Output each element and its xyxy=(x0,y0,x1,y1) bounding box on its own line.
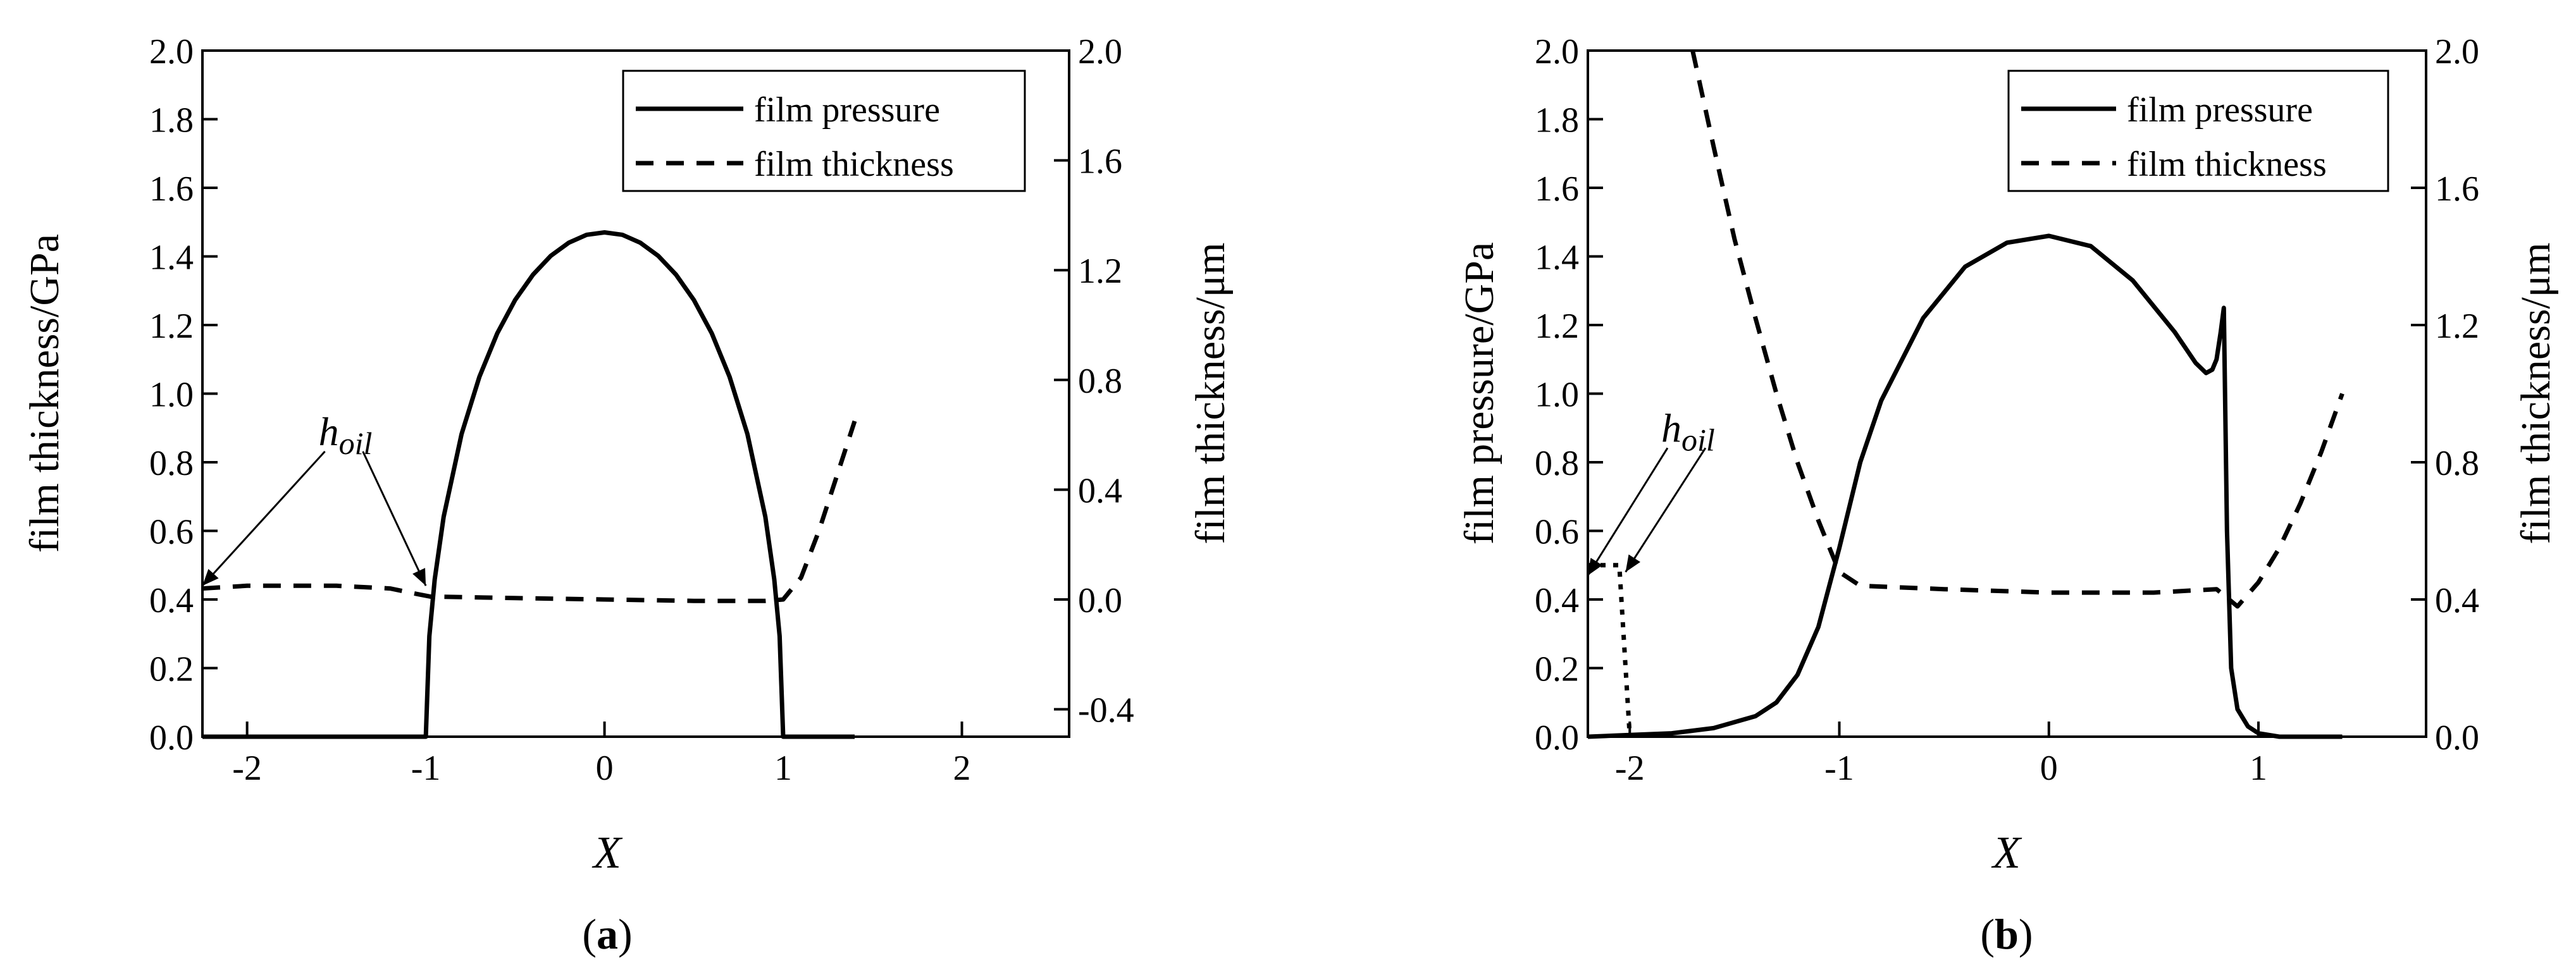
y-axis-right-title-b: film thickness/μm xyxy=(2513,242,2559,544)
annotation-a: hoil xyxy=(201,409,427,587)
series-line-a-film-pressure-0 xyxy=(202,230,855,739)
y-right-tick-label-b-0: 0.0 xyxy=(2435,718,2479,758)
y-left-tick-label-b-3: 0.6 xyxy=(1535,513,1579,552)
y-right-tick-label-b-2: 0.8 xyxy=(2435,444,2479,483)
x-axis-title-a: X xyxy=(591,827,623,878)
y-axis-left-title-b: film pressure/GPa xyxy=(1456,242,1502,544)
y-right-tick-label-a-1: 0.0 xyxy=(1078,581,1122,620)
y-left-tick-label-a-9: 1.8 xyxy=(149,101,194,140)
y-left-tick-label-a-0: 0.0 xyxy=(149,718,194,758)
caption-a: (a) xyxy=(582,910,632,958)
y-left-tick-label-a-5: 1.0 xyxy=(149,376,194,415)
y-left-tick-label-b-1: 0.2 xyxy=(1535,650,1579,689)
y-right-tick-label-b-4: 1.6 xyxy=(2435,169,2479,209)
annotation-arrowhead-a-0-1 xyxy=(412,568,426,586)
caption-letter-b: b xyxy=(1995,910,2019,958)
y-left-tick-label-a-10: 2.0 xyxy=(149,32,194,71)
y-right-tick-label-b-5: 2.0 xyxy=(2435,32,2479,71)
y-left-tick-label-b-5: 1.0 xyxy=(1535,376,1579,415)
y-left-tick-label-b-8: 1.6 xyxy=(1535,169,1579,209)
y-axis-right-title-a: film thickness/μm xyxy=(1187,242,1234,544)
legend-label-thickness-a: film thickness xyxy=(754,145,954,184)
y-left-tick-label-a-6: 1.2 xyxy=(149,307,194,346)
y-left-tick-label-a-8: 1.6 xyxy=(149,169,194,209)
y-left-tick-label-a-1: 0.2 xyxy=(149,650,194,689)
series-b xyxy=(1587,50,2344,739)
annotation-label-b-0: hoil xyxy=(1661,405,1715,457)
annotation-arrowhead-a-0-0 xyxy=(202,568,219,586)
annotation-arrow-b-0-1 xyxy=(1625,447,1707,573)
y-left-tick-label-b-7: 1.4 xyxy=(1535,238,1579,278)
caption-close-a: ) xyxy=(618,910,633,958)
legend-box-a xyxy=(622,70,1026,192)
y-left-tick-label-b-9: 1.8 xyxy=(1535,101,1579,140)
legend-label-pressure-b: film pressure xyxy=(2127,90,2313,130)
ticks-b: -2 -1 0 1 0.0 0.2 0.4 0.6 0.8 1.0 1.2 1.4 1.6 1.8 2.0 0… xyxy=(1535,32,2479,788)
series-line-b-film-thickness-1 xyxy=(1690,50,2344,609)
chart-panel-a: -2 -1 0 1 2 0.0 0.2 0.4 0.6 0.8 1.0 1.2 1.4 1.6 1.8 2.0… xyxy=(22,32,1234,958)
caption-letter-a: a xyxy=(597,910,618,958)
chart-panel-b: -2 -1 0 1 0.0 0.2 0.4 0.6 0.8 1.0 1.2 1.4 1.6 1.8 2.0 0… xyxy=(1456,32,2559,958)
x-tick-label-b-2: 0 xyxy=(2040,749,2058,788)
annotation-arrow-b-0-0 xyxy=(1587,447,1669,576)
legend-label-thickness-b: film thickness xyxy=(2127,145,2327,184)
x-tick-label-b-3: 1 xyxy=(2250,749,2267,788)
y-left-tick-label-b-0: 0.0 xyxy=(1535,718,1579,758)
x-tick-label-a-1: -1 xyxy=(411,749,441,788)
y-left-tick-label-a-7: 1.4 xyxy=(149,238,194,278)
annotation-sub-a-0: oil xyxy=(339,426,373,461)
legend-a: film pressure film thickness xyxy=(622,70,1026,192)
annotation-sub-b-0: oil xyxy=(1681,422,1715,457)
annotation-arrowhead-b-0-1 xyxy=(1625,554,1640,572)
y-right-tick-label-a-2: 0.4 xyxy=(1078,471,1122,510)
series-a xyxy=(202,230,857,739)
x-axis-title-b: X xyxy=(1991,827,2022,878)
x-tick-label-a-3: 1 xyxy=(774,749,792,788)
annotation-arrow-a-0-1 xyxy=(362,451,427,586)
y-right-tick-label-a-6: 2.0 xyxy=(1078,32,1122,71)
y-right-tick-label-b-3: 1.2 xyxy=(2435,307,2479,346)
y-left-tick-label-b-4: 0.8 xyxy=(1535,444,1579,483)
y-left-tick-label-a-3: 0.6 xyxy=(149,513,194,552)
y-left-tick-label-a-2: 0.4 xyxy=(149,581,194,620)
y-right-tick-label-a-0: -0.4 xyxy=(1078,691,1134,730)
caption-open-a: ( xyxy=(582,910,597,958)
y-right-tick-label-a-5: 1.6 xyxy=(1078,142,1122,181)
caption-b: (b) xyxy=(1980,910,2033,958)
annotation-arrow-a-0-0 xyxy=(201,450,326,587)
x-tick-label-b-1: -1 xyxy=(1824,749,1854,788)
annotation-b: hoil xyxy=(1587,405,1715,576)
series-line-a-film-thickness-1 xyxy=(202,420,857,603)
y-left-tick-label-b-10: 2.0 xyxy=(1535,32,1579,71)
ticks-a: -2 -1 0 1 2 0.0 0.2 0.4 0.6 0.8 1.0 1.2 1.4 1.6 1.8 2.0… xyxy=(149,32,1134,788)
x-tick-label-a-2: 0 xyxy=(596,749,614,788)
x-tick-label-b-0: -2 xyxy=(1615,749,1645,788)
y-left-tick-label-b-2: 0.4 xyxy=(1535,581,1579,620)
annotation-arrowhead-b-0-0 xyxy=(1588,558,1603,575)
x-tick-label-a-0: -2 xyxy=(232,749,262,788)
legend-b: film pressure film thickness xyxy=(2007,70,2389,192)
y-right-tick-label-a-3: 0.8 xyxy=(1078,362,1122,401)
series-line-b-film-pressure-0 xyxy=(1587,233,2343,739)
caption-open-b: ( xyxy=(1980,910,1995,958)
y-axis-left-title-a: film thickness/GPa xyxy=(22,234,68,553)
legend-label-pressure-a: film pressure xyxy=(754,90,940,130)
legend-box-b xyxy=(2007,70,2389,192)
series-line-b-film-thickness-2 xyxy=(1588,563,1632,737)
caption-close-b: ) xyxy=(2019,910,2033,958)
y-left-tick-label-b-6: 1.2 xyxy=(1535,307,1579,346)
y-right-tick-label-a-4: 1.2 xyxy=(1078,252,1122,291)
y-left-tick-label-a-4: 0.8 xyxy=(149,444,194,483)
x-tick-label-a-4: 2 xyxy=(953,749,971,788)
y-right-tick-label-b-1: 0.4 xyxy=(2435,581,2479,620)
